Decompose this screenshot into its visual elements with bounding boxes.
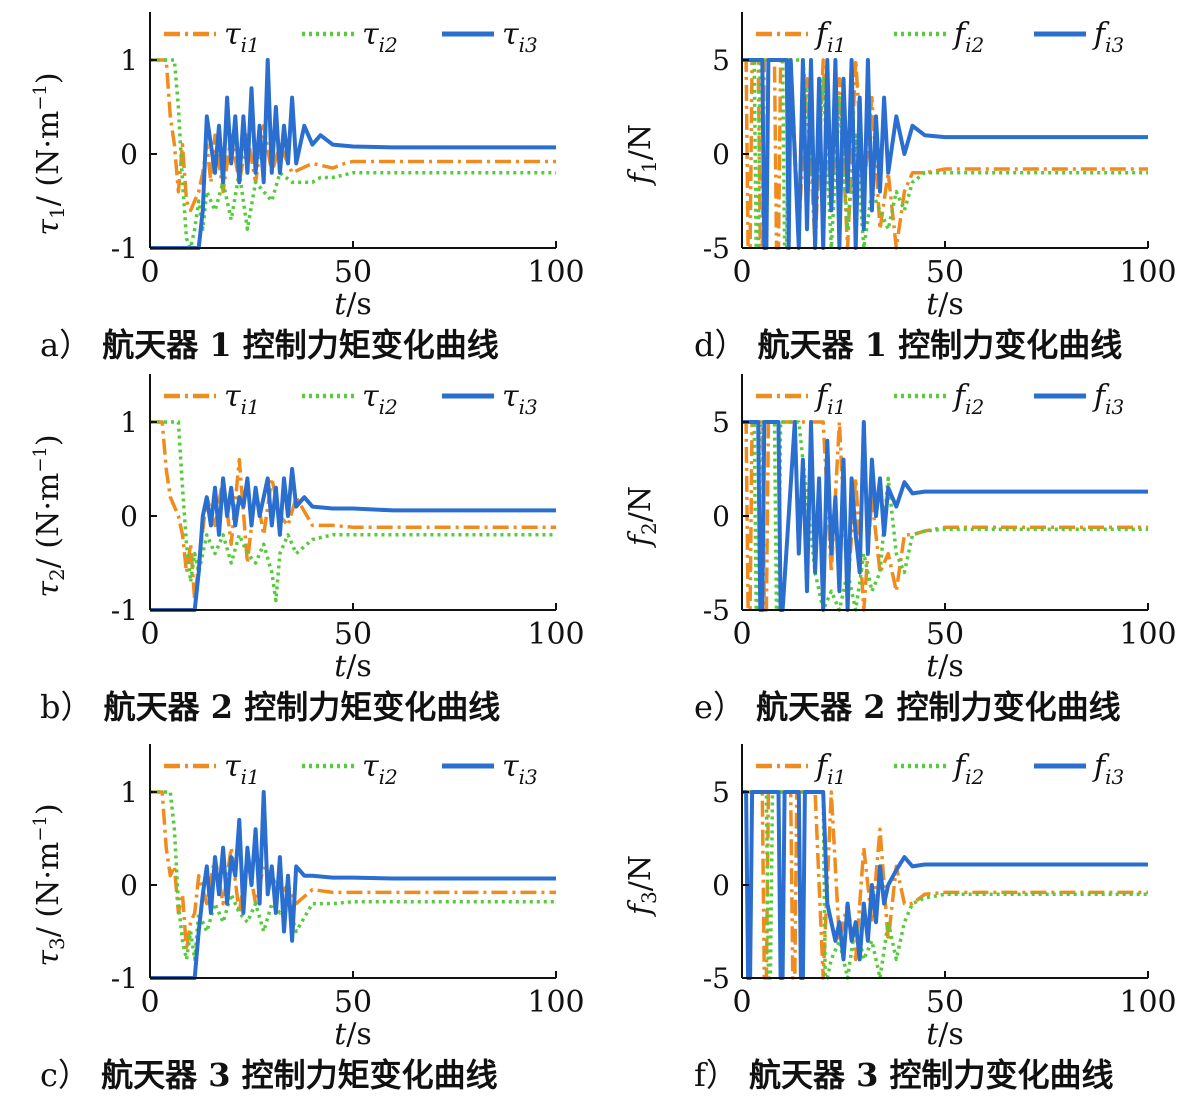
series-line-3 xyxy=(150,58,556,250)
legend-label-1: τi1 xyxy=(224,379,260,419)
y-tick-label: -1 xyxy=(111,594,138,627)
y-tick-label: 0 xyxy=(712,500,730,533)
x-tick-label: 100 xyxy=(1119,255,1176,290)
y-tick-label: -5 xyxy=(703,232,730,265)
x-tick-label: 0 xyxy=(140,617,159,652)
x-tick-label: 100 xyxy=(1119,985,1176,1020)
y-tick-label: -1 xyxy=(111,962,138,995)
x-axis-label: t/s xyxy=(926,287,964,322)
x-tick-label: 100 xyxy=(527,617,584,652)
x-tick-label: 0 xyxy=(732,617,751,652)
x-tick-label: 50 xyxy=(334,255,372,290)
x-tick-label: 50 xyxy=(926,985,964,1020)
legend-label-1: τi1 xyxy=(224,749,260,789)
y-tick-label: 0 xyxy=(120,869,138,902)
y-tick-label: 0 xyxy=(712,869,730,902)
legend-label-2: τi2 xyxy=(362,749,398,789)
x-tick-label: 0 xyxy=(140,985,159,1020)
series-line-3 xyxy=(150,467,556,612)
x-tick-label: 50 xyxy=(334,617,372,652)
series-line-3 xyxy=(742,58,1148,250)
y-axis-label: f3/N xyxy=(623,855,661,917)
legend-label-2: τi2 xyxy=(362,17,398,57)
series-group xyxy=(150,420,556,612)
y-axis-label: f1/N xyxy=(623,124,661,186)
y-tick-label: 0 xyxy=(120,500,138,533)
x-tick-label: 100 xyxy=(527,985,584,1020)
x-axis-label: t/s xyxy=(334,649,372,684)
panel-caption: e） 航天器 2 控制力变化曲线 xyxy=(694,688,1121,726)
series-group xyxy=(150,58,556,250)
y-axis-label: f2/N xyxy=(623,486,661,548)
series-line-1 xyxy=(150,58,556,213)
y-tick-label: 0 xyxy=(120,138,138,171)
legend-label-1: τi1 xyxy=(224,17,260,57)
legend-label-2: τi2 xyxy=(362,379,398,419)
series-group xyxy=(742,58,1148,250)
series-line-3 xyxy=(150,790,556,980)
panel-caption: b） 航天器 2 控制力矩变化曲线 xyxy=(40,688,500,726)
x-axis-label: t/s xyxy=(334,1017,372,1052)
series-line-2 xyxy=(742,790,1148,980)
y-tick-label: 5 xyxy=(712,44,730,77)
x-axis-label: t/s xyxy=(334,287,372,322)
y-axis-label: τ3/ (N·m−1) xyxy=(30,803,69,966)
x-tick-label: 100 xyxy=(1119,617,1176,652)
y-tick-label: 5 xyxy=(712,776,730,809)
x-tick-label: 100 xyxy=(527,255,584,290)
x-tick-label: 0 xyxy=(732,255,751,290)
series-line-2 xyxy=(742,420,1148,612)
x-tick-label: 0 xyxy=(732,985,751,1020)
x-axis-label: t/s xyxy=(926,1017,964,1052)
panel-caption: c） 航天器 3 控制力矩变化曲线 xyxy=(40,1056,498,1094)
x-tick-label: 0 xyxy=(140,255,159,290)
x-axis-label: t/s xyxy=(926,649,964,684)
panel-caption: d） 航天器 1 控制力变化曲线 xyxy=(694,326,1122,364)
panel-caption: a） 航天器 1 控制力矩变化曲线 xyxy=(40,326,499,364)
series-line-2 xyxy=(150,58,556,250)
x-tick-label: 50 xyxy=(926,617,964,652)
y-tick-label: 1 xyxy=(120,776,138,809)
x-tick-label: 50 xyxy=(926,255,964,290)
x-tick-label: 50 xyxy=(334,985,372,1020)
legend-label-3: τi3 xyxy=(502,379,538,419)
series-group xyxy=(150,790,556,980)
legend-label-3: τi3 xyxy=(502,749,538,789)
panel-caption: f） 航天器 3 控制力变化曲线 xyxy=(694,1056,1114,1094)
y-tick-label: 1 xyxy=(120,44,138,77)
y-tick-label: 0 xyxy=(712,138,730,171)
series-line-1 xyxy=(150,420,556,603)
legend-label-3: τi3 xyxy=(502,17,538,57)
y-tick-label: -5 xyxy=(703,594,730,627)
y-tick-label: -5 xyxy=(703,962,730,995)
series-line-2 xyxy=(150,790,556,962)
y-tick-label: -1 xyxy=(111,232,138,265)
legend-label-1: fi1 xyxy=(814,749,846,789)
y-tick-label: 1 xyxy=(120,406,138,439)
y-axis-label: τ1/ (N·m−1) xyxy=(30,72,69,235)
y-tick-label: 5 xyxy=(712,406,730,439)
y-axis-label: τ2/ (N·m−1) xyxy=(30,434,69,597)
